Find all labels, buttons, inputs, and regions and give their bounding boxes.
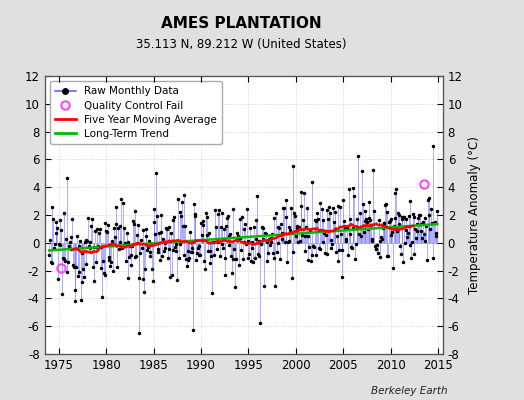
Legend: Raw Monthly Data, Quality Control Fail, Five Year Moving Average, Long-Term Tren: Raw Monthly Data, Quality Control Fail, … — [50, 81, 222, 144]
Y-axis label: Temperature Anomaly (°C): Temperature Anomaly (°C) — [468, 136, 481, 294]
Text: Berkeley Earth: Berkeley Earth — [372, 386, 448, 396]
Text: 35.113 N, 89.212 W (United States): 35.113 N, 89.212 W (United States) — [136, 38, 346, 51]
Text: AMES PLANTATION: AMES PLANTATION — [161, 16, 321, 31]
